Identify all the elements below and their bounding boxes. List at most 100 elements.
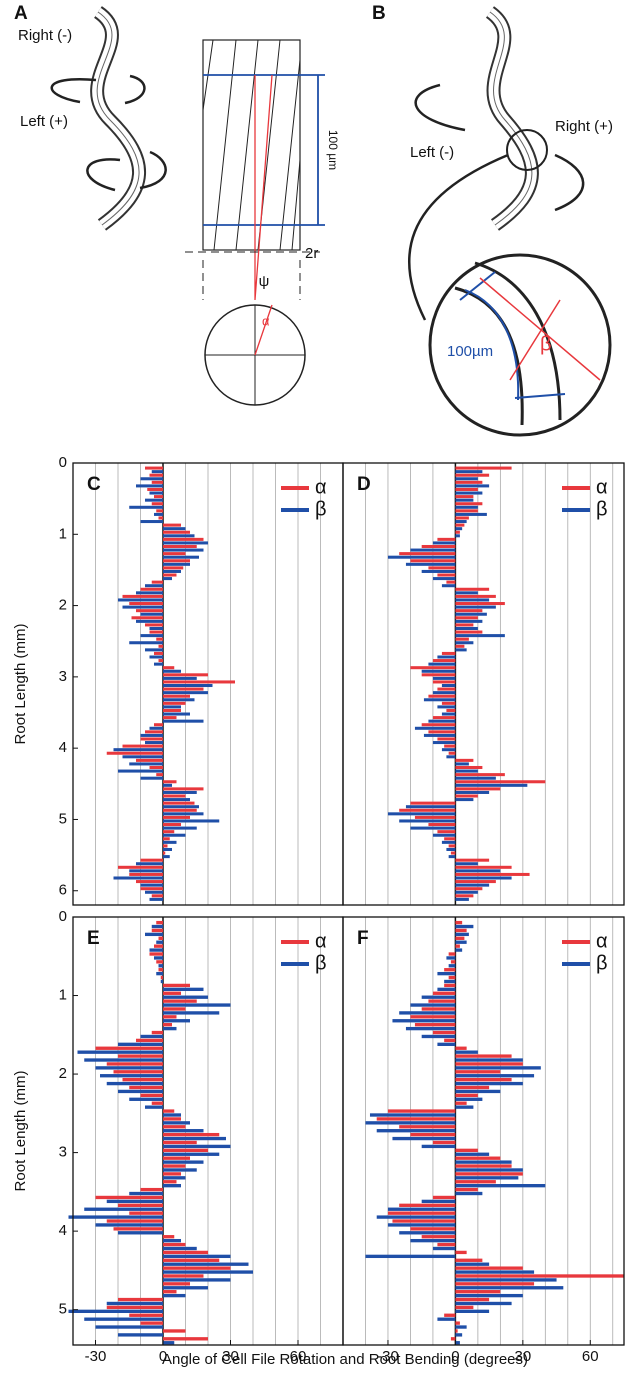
- bar: [163, 691, 208, 695]
- bar: [149, 765, 163, 770]
- bar: [414, 726, 456, 730]
- bar: [84, 1207, 163, 1211]
- plot-frame: [342, 916, 625, 1346]
- bar: [455, 1081, 523, 1086]
- bar: [455, 1187, 478, 1192]
- bar: [163, 1144, 231, 1149]
- bar: [455, 1290, 501, 1294]
- bar: [136, 591, 163, 595]
- bar: [163, 684, 213, 688]
- bar: [151, 1101, 163, 1105]
- legend-label: α: [315, 930, 327, 952]
- bar: [455, 495, 474, 499]
- bar: [455, 480, 483, 484]
- bar: [428, 730, 456, 734]
- bar: [387, 1207, 456, 1211]
- bar: [376, 1129, 456, 1133]
- bar: [446, 956, 456, 960]
- bar: [163, 1125, 186, 1129]
- zoom-view: [428, 253, 612, 437]
- bar: [163, 844, 168, 848]
- bar: [455, 936, 465, 940]
- bar: [156, 920, 163, 925]
- bar: [154, 495, 163, 499]
- bar: [455, 1050, 478, 1054]
- bar: [154, 723, 163, 727]
- bar: [149, 626, 163, 630]
- bar: [448, 855, 456, 859]
- y-tick-label: 6: [59, 882, 67, 899]
- bar: [163, 1172, 181, 1176]
- bar: [410, 1238, 456, 1243]
- bar: [455, 894, 474, 898]
- bar: [455, 769, 478, 773]
- bar: [455, 484, 490, 488]
- bar: [450, 960, 456, 964]
- bar: [140, 733, 163, 737]
- bar: [455, 865, 512, 869]
- bar: [136, 484, 163, 488]
- bar: [163, 1242, 186, 1247]
- bar: [455, 509, 478, 513]
- y-tick-label: 4: [59, 739, 67, 756]
- bar: [106, 1081, 163, 1086]
- length-marker: [464, 289, 520, 401]
- bar: [432, 577, 456, 581]
- bar: [387, 812, 456, 816]
- bar: [118, 598, 163, 602]
- bar: [140, 1093, 163, 1098]
- bar: [432, 659, 456, 663]
- annotation: Left (+): [20, 113, 68, 130]
- legend-label: β: [596, 952, 608, 974]
- bar: [163, 783, 172, 787]
- bar: [455, 890, 478, 894]
- bar: [163, 790, 197, 794]
- bar: [399, 1011, 456, 1015]
- bar: [163, 1246, 197, 1251]
- bar: [437, 830, 456, 834]
- bar: [455, 1282, 535, 1286]
- bar: [163, 555, 199, 559]
- bar: [421, 1199, 456, 1204]
- bar: [163, 527, 186, 531]
- bar: [129, 641, 163, 645]
- bar: [455, 641, 474, 645]
- bar: [140, 1187, 163, 1192]
- bar: [95, 1195, 163, 1200]
- bar: [163, 1176, 186, 1180]
- y-tick-label: 2: [59, 1065, 67, 1082]
- bar: [163, 562, 190, 566]
- bar: [455, 505, 478, 509]
- bar: [437, 1042, 456, 1046]
- bar: [399, 552, 456, 556]
- bar: [455, 1309, 490, 1313]
- bar: [163, 698, 195, 702]
- bar: [455, 473, 490, 477]
- panel-label: E: [87, 928, 100, 949]
- bar: [432, 716, 456, 720]
- bar: [455, 487, 478, 491]
- bar: [455, 512, 487, 516]
- bar: [163, 855, 170, 859]
- bar: [410, 1015, 456, 1019]
- bar: [421, 723, 456, 727]
- annotation: Right (-): [18, 27, 72, 44]
- bar: [163, 573, 177, 577]
- bar: [140, 1034, 163, 1039]
- bar: [455, 940, 467, 944]
- bar: [140, 634, 163, 638]
- bar: [410, 1227, 456, 1231]
- y-tick-label: 3: [59, 1144, 67, 1161]
- bar: [145, 741, 163, 745]
- bar: [455, 523, 465, 527]
- bar: [154, 651, 163, 655]
- legend-label: β: [596, 498, 608, 520]
- annotation: α: [262, 313, 270, 328]
- bar: [163, 1015, 177, 1019]
- bar: [455, 876, 512, 880]
- bar: [129, 1211, 163, 1215]
- bar: [455, 619, 483, 623]
- bar: [392, 1019, 456, 1023]
- bar: [455, 1168, 523, 1172]
- bar: [455, 594, 496, 598]
